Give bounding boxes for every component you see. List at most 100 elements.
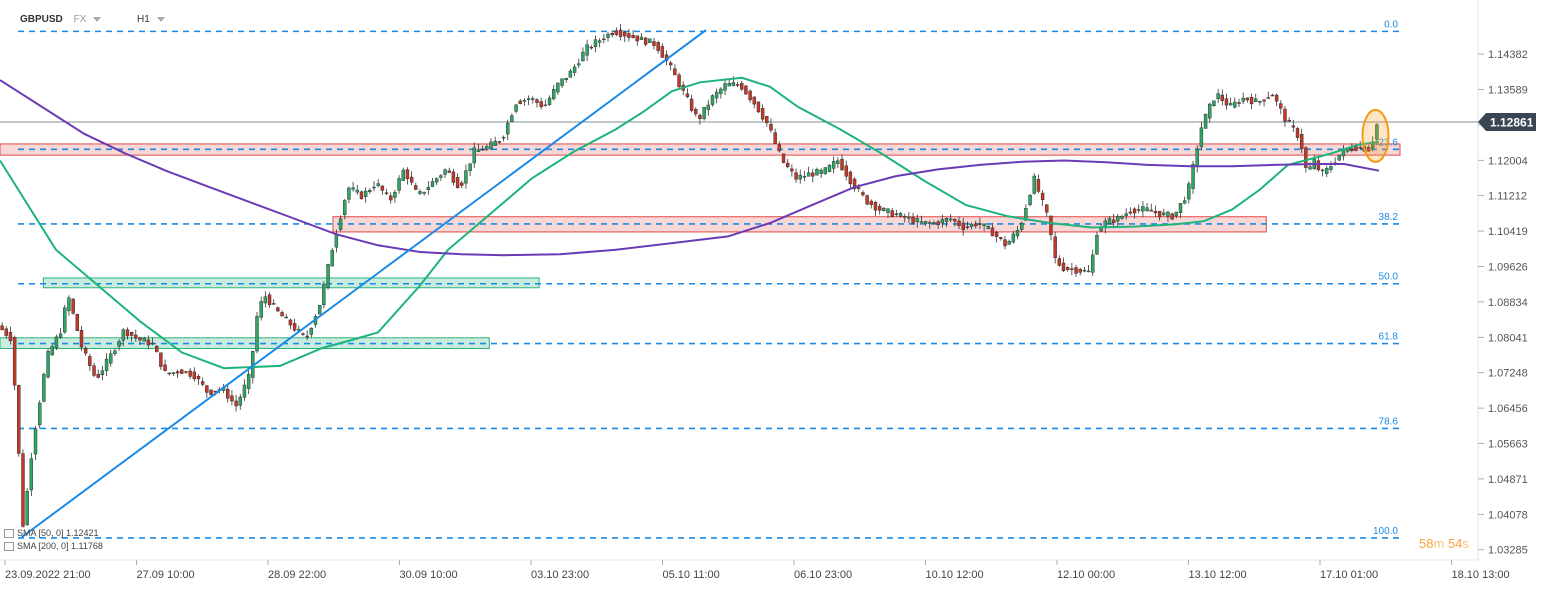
- y-tick-label: 1.11212: [1488, 191, 1527, 203]
- candle-body: [1091, 254, 1095, 273]
- candle: [526, 95, 531, 106]
- candle: [719, 87, 723, 99]
- candle-body: [1287, 119, 1291, 122]
- symbol-selector[interactable]: GBPUSD FX: [20, 14, 102, 25]
- candle: [760, 104, 765, 122]
- candle-body: [1304, 147, 1308, 168]
- candle: [831, 156, 836, 174]
- candle-body: [882, 207, 886, 211]
- chevron-down-icon: [156, 16, 165, 22]
- candle: [92, 362, 96, 378]
- candle: [1325, 165, 1329, 178]
- candle-body: [288, 319, 293, 326]
- candle-body: [480, 149, 485, 151]
- candle-body: [986, 226, 990, 229]
- candle-body: [1086, 270, 1091, 273]
- candle: [368, 188, 372, 194]
- candle-body: [334, 233, 339, 248]
- candle: [547, 95, 552, 106]
- candle-body: [1095, 235, 1099, 255]
- candle: [259, 296, 263, 321]
- candle: [129, 331, 134, 342]
- candle: [848, 170, 853, 188]
- candle-body: [923, 220, 928, 224]
- candle: [184, 370, 188, 374]
- candle: [781, 153, 786, 164]
- candle: [710, 94, 715, 107]
- x-tick-label: 18.10 13:00: [1452, 569, 1510, 581]
- candle: [639, 32, 644, 40]
- candle: [1061, 257, 1066, 273]
- candle: [1036, 174, 1041, 194]
- candle: [71, 298, 75, 315]
- candle-body: [1228, 103, 1233, 106]
- candle-body: [272, 303, 276, 305]
- candle-body: [63, 307, 67, 333]
- candle-body: [539, 101, 543, 108]
- legend-sma200[interactable]: SMA [200, 0] 1.11768: [4, 541, 103, 552]
- candle-body: [865, 195, 869, 205]
- countdown-minutes: 58: [1419, 536, 1434, 551]
- candle-body: [117, 341, 121, 347]
- candle-body: [1061, 262, 1066, 271]
- current-price-tag: [1478, 113, 1536, 132]
- candle: [535, 98, 539, 108]
- x-tick-label: 17.10 01:00: [1320, 569, 1378, 581]
- candle: [1266, 91, 1270, 99]
- candle-body: [276, 307, 280, 312]
- candle-body: [493, 140, 497, 146]
- candle-body: [1007, 241, 1011, 245]
- candle-body: [1074, 267, 1078, 274]
- x-tick-label: 10.10 12:00: [926, 569, 984, 581]
- candle: [1320, 168, 1325, 177]
- candle-body: [138, 337, 142, 341]
- candle: [531, 96, 535, 104]
- candle: [928, 220, 932, 229]
- candle: [25, 488, 29, 526]
- candle-body: [184, 371, 188, 373]
- x-tick-label: 03.10 23:00: [531, 569, 589, 581]
- candle: [175, 369, 180, 379]
- candle-body: [831, 161, 836, 169]
- candle-body: [1320, 169, 1325, 172]
- candle-body: [560, 78, 564, 86]
- candle-body: [781, 153, 786, 163]
- candle: [1045, 204, 1049, 217]
- candle-body: [1003, 239, 1007, 247]
- candle-body: [246, 374, 251, 389]
- candle: [1011, 230, 1016, 244]
- candle: [1141, 201, 1145, 217]
- candle-body: [447, 170, 451, 173]
- candle: [12, 335, 17, 391]
- candle: [668, 60, 673, 71]
- y-tick-label: 1.03285: [1488, 545, 1528, 557]
- candle-body: [911, 217, 915, 224]
- candle-body: [384, 192, 389, 194]
- candle: [1111, 214, 1116, 229]
- candle-body: [1145, 207, 1149, 211]
- candle-body: [999, 237, 1003, 239]
- timeframe-selector[interactable]: H1: [137, 14, 165, 25]
- support-zone-2: [42, 277, 540, 289]
- candle-body: [948, 218, 953, 221]
- candle: [581, 47, 585, 62]
- candle: [965, 221, 970, 230]
- candle-body: [455, 176, 460, 189]
- candle: [756, 101, 761, 113]
- candle-body: [8, 332, 13, 341]
- candle-body: [67, 297, 71, 312]
- candle: [714, 88, 719, 104]
- legend-sma50[interactable]: SMA [50, 0] 1.12421: [4, 528, 99, 539]
- candle: [301, 332, 305, 337]
- candle-body: [1024, 208, 1028, 221]
- candle: [923, 220, 928, 226]
- candle-body: [1153, 210, 1158, 214]
- candle-body: [192, 371, 197, 380]
- candle: [815, 167, 819, 176]
- candle: [593, 35, 598, 53]
- candle-body: [857, 187, 861, 189]
- candle: [104, 353, 109, 377]
- candle: [869, 199, 873, 209]
- fib-label-4: 61.8: [1379, 332, 1399, 343]
